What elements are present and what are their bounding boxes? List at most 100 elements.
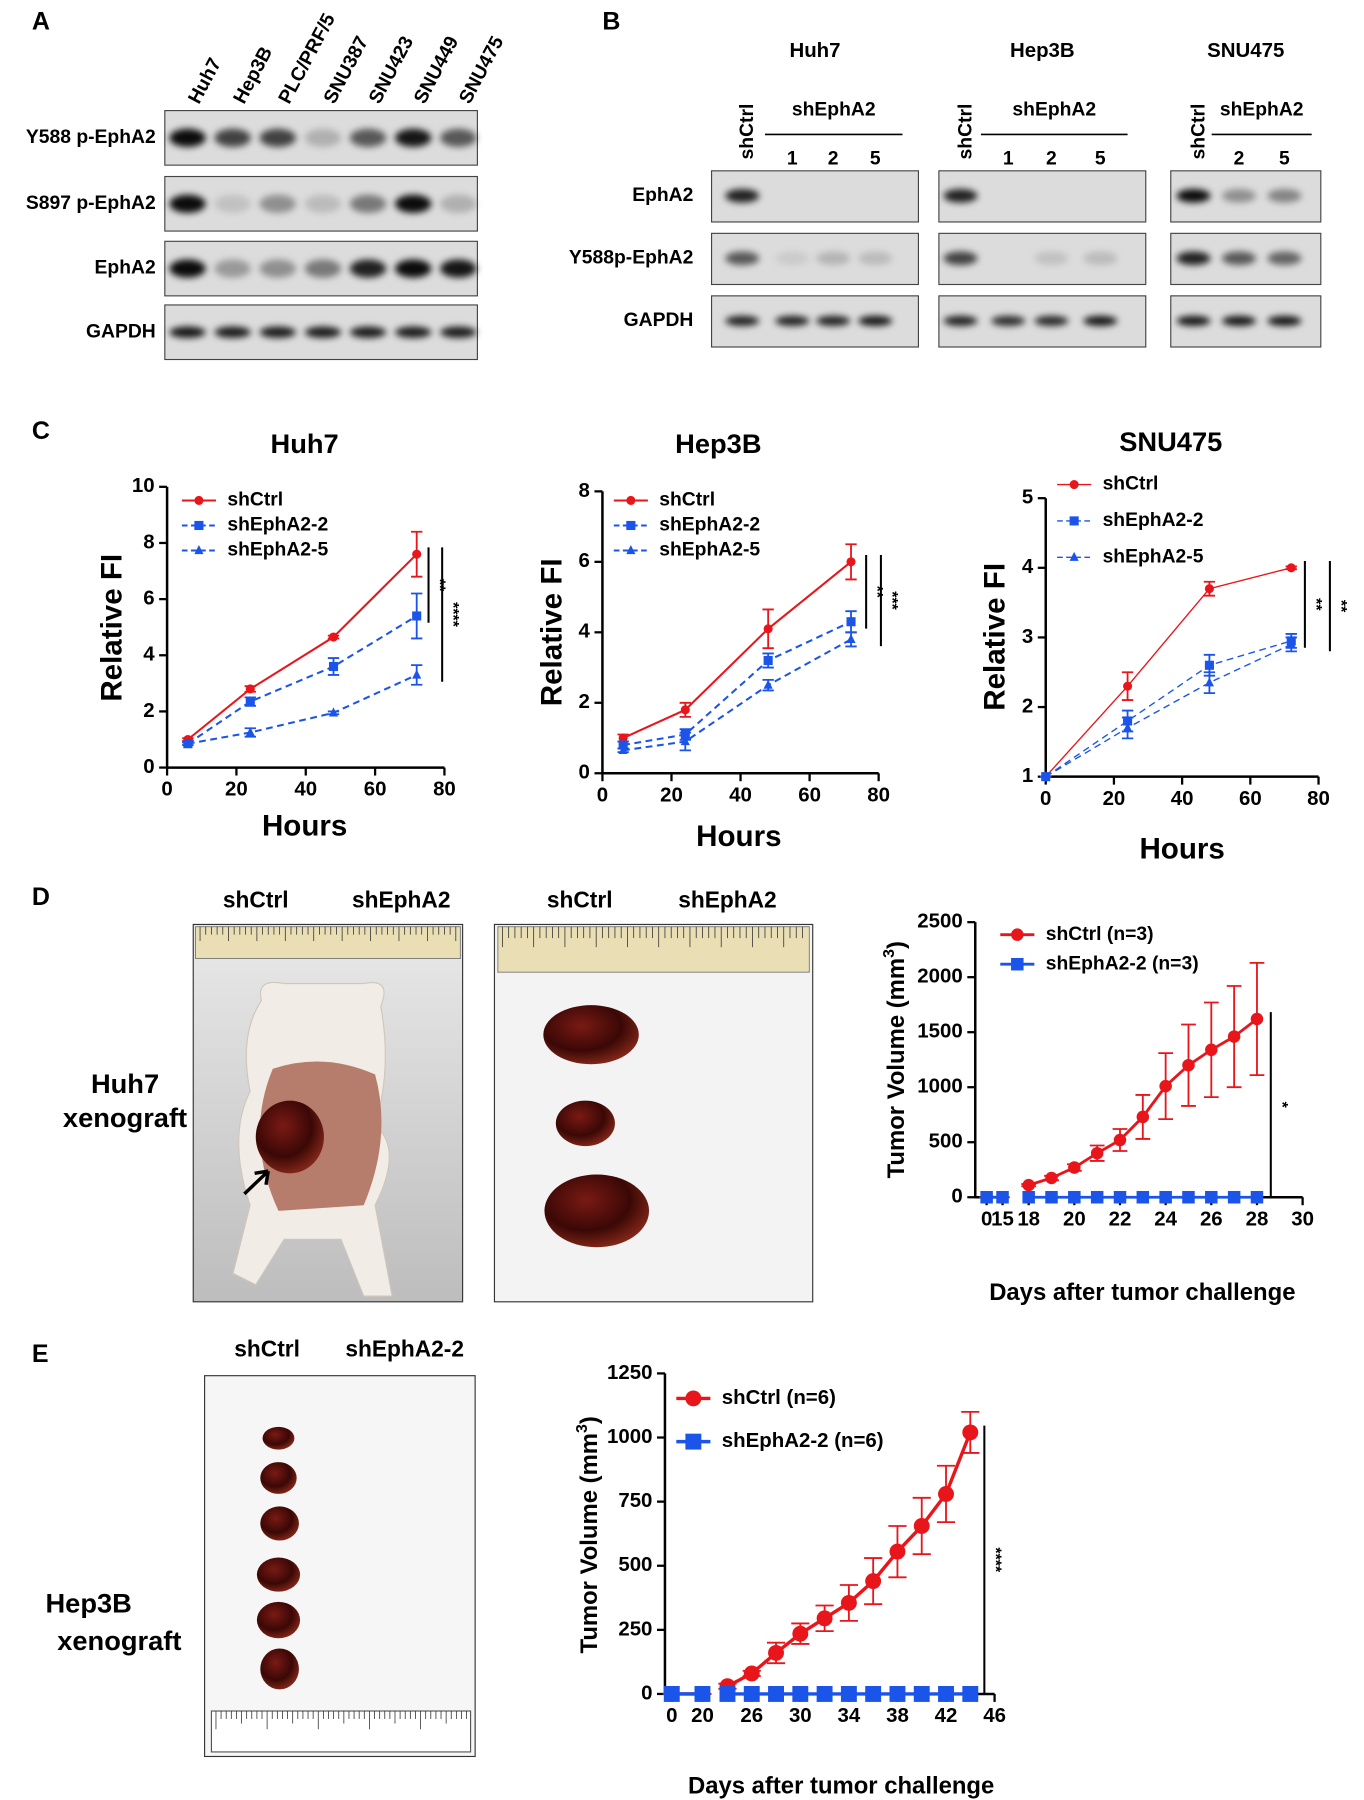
x-tick-label: 20: [660, 783, 683, 806]
blot-band: [169, 194, 206, 213]
data-point: [743, 1686, 760, 1702]
data-point: [962, 1686, 979, 1702]
x-axis-label: Hours: [262, 810, 347, 843]
clone-label: 2: [1046, 149, 1057, 170]
blot-band: [1221, 189, 1257, 203]
data-point: [980, 1190, 993, 1204]
data-point: [1250, 1012, 1264, 1026]
data-point: [1090, 1190, 1104, 1204]
data-point: [996, 1190, 1009, 1204]
y-tick-label: 0: [641, 1681, 652, 1704]
y-tick-label: 6: [143, 587, 154, 610]
panel-label: A: [32, 8, 50, 36]
legend-label: shEphA2-2: [227, 515, 328, 536]
blot-band: [1034, 315, 1069, 326]
data-point: [938, 1485, 954, 1502]
tumor: [256, 1601, 301, 1639]
blot-band: [394, 194, 432, 213]
row-label: Y588 p-EphA2: [26, 127, 156, 148]
y-tick-label: 750: [618, 1489, 652, 1512]
data-point: [768, 1686, 784, 1702]
legend-label: shEphA2-2: [1103, 510, 1204, 531]
x-tick-label: 80: [1307, 787, 1330, 810]
x-tick-label: 18: [1017, 1207, 1040, 1230]
x-tick-label: 40: [294, 778, 317, 801]
legend-marker: [1069, 480, 1079, 490]
blot-band: [169, 259, 206, 278]
chart-title: Huh7: [271, 428, 339, 459]
data-point: [792, 1686, 809, 1702]
data-point: [792, 1625, 809, 1642]
tumor: [256, 1557, 301, 1592]
ruler: [497, 926, 810, 973]
data-point: [763, 655, 773, 666]
x-axis-label: Days after tumor challenge: [989, 1279, 1295, 1306]
blot-band: [349, 128, 387, 147]
photo-label: shEphA2: [678, 887, 776, 913]
blot-band: [394, 128, 432, 147]
y-tick-label: 5: [1022, 486, 1033, 509]
y-axis-label-part: 3: [574, 1424, 591, 1433]
blot-band: [259, 259, 296, 278]
y-tick-label: 6: [579, 549, 590, 572]
blot-band: [214, 194, 251, 213]
y-axis-label: Relative FI: [535, 558, 568, 706]
data-point: [1286, 638, 1296, 649]
legend-label: shCtrl (n=6): [722, 1386, 836, 1409]
series-line: [726, 1431, 972, 1688]
data-point: [889, 1686, 906, 1702]
significance-label: **: [431, 579, 448, 592]
x-tick-label: 20: [691, 1704, 714, 1727]
tumor: [260, 1648, 299, 1690]
blot-band: [1176, 251, 1211, 266]
y-axis-label-part: ): [883, 941, 910, 949]
series-line: [187, 615, 418, 745]
model-label: Huh7: [91, 1068, 159, 1099]
y-tick-label: 1000: [607, 1425, 652, 1448]
blot-band: [943, 251, 978, 266]
y-tick-label: 2: [143, 699, 154, 722]
panel-label: B: [602, 8, 620, 36]
x-tick-label: 20: [1063, 1207, 1086, 1230]
x-tick-label: 38: [886, 1704, 909, 1727]
legend-label: shEphA2-5: [1103, 546, 1204, 567]
blot-band: [394, 259, 432, 278]
data-point: [913, 1686, 930, 1702]
y-tick-label: 0: [143, 755, 154, 778]
x-tick-label: 0: [666, 1704, 677, 1727]
blot-band: [1083, 251, 1118, 266]
x-tick-label: 30: [789, 1704, 812, 1727]
data-point: [1113, 1133, 1127, 1147]
data-point: [865, 1686, 882, 1702]
photo-label: shCtrl: [547, 887, 613, 913]
chart-title: SNU475: [1119, 426, 1222, 457]
legend-label: shEphA2-2 (n=3): [1046, 953, 1199, 974]
significance-label: **: [1332, 600, 1349, 613]
x-tick-label: 30: [1291, 1207, 1314, 1230]
data-point: [412, 611, 422, 621]
blot-band: [440, 128, 477, 147]
data-point: [328, 632, 339, 642]
data-point: [1041, 771, 1051, 781]
legend-marker: [1011, 957, 1024, 971]
x-tick-label: 15: [991, 1207, 1014, 1230]
data-point: [1204, 660, 1214, 670]
blot-band: [725, 251, 760, 266]
data-point: [1182, 1058, 1195, 1072]
data-point: [1136, 1110, 1150, 1124]
x-axis-label: Days after tumor challenge: [688, 1772, 994, 1799]
series-line: [1045, 640, 1292, 778]
x-tick-label: 34: [838, 1704, 861, 1727]
blot-band: [304, 128, 342, 147]
group-title: Hep3B: [1010, 39, 1075, 62]
data-point: [840, 1686, 857, 1702]
row-label: GAPDH: [624, 310, 694, 331]
data-point: [1068, 1190, 1081, 1204]
data-point: [1182, 1190, 1195, 1204]
tumor: [543, 1005, 639, 1065]
blot-band: [214, 128, 251, 147]
series-line: [622, 620, 852, 747]
data-point: [412, 669, 422, 679]
clone-label: 1: [1003, 149, 1014, 170]
